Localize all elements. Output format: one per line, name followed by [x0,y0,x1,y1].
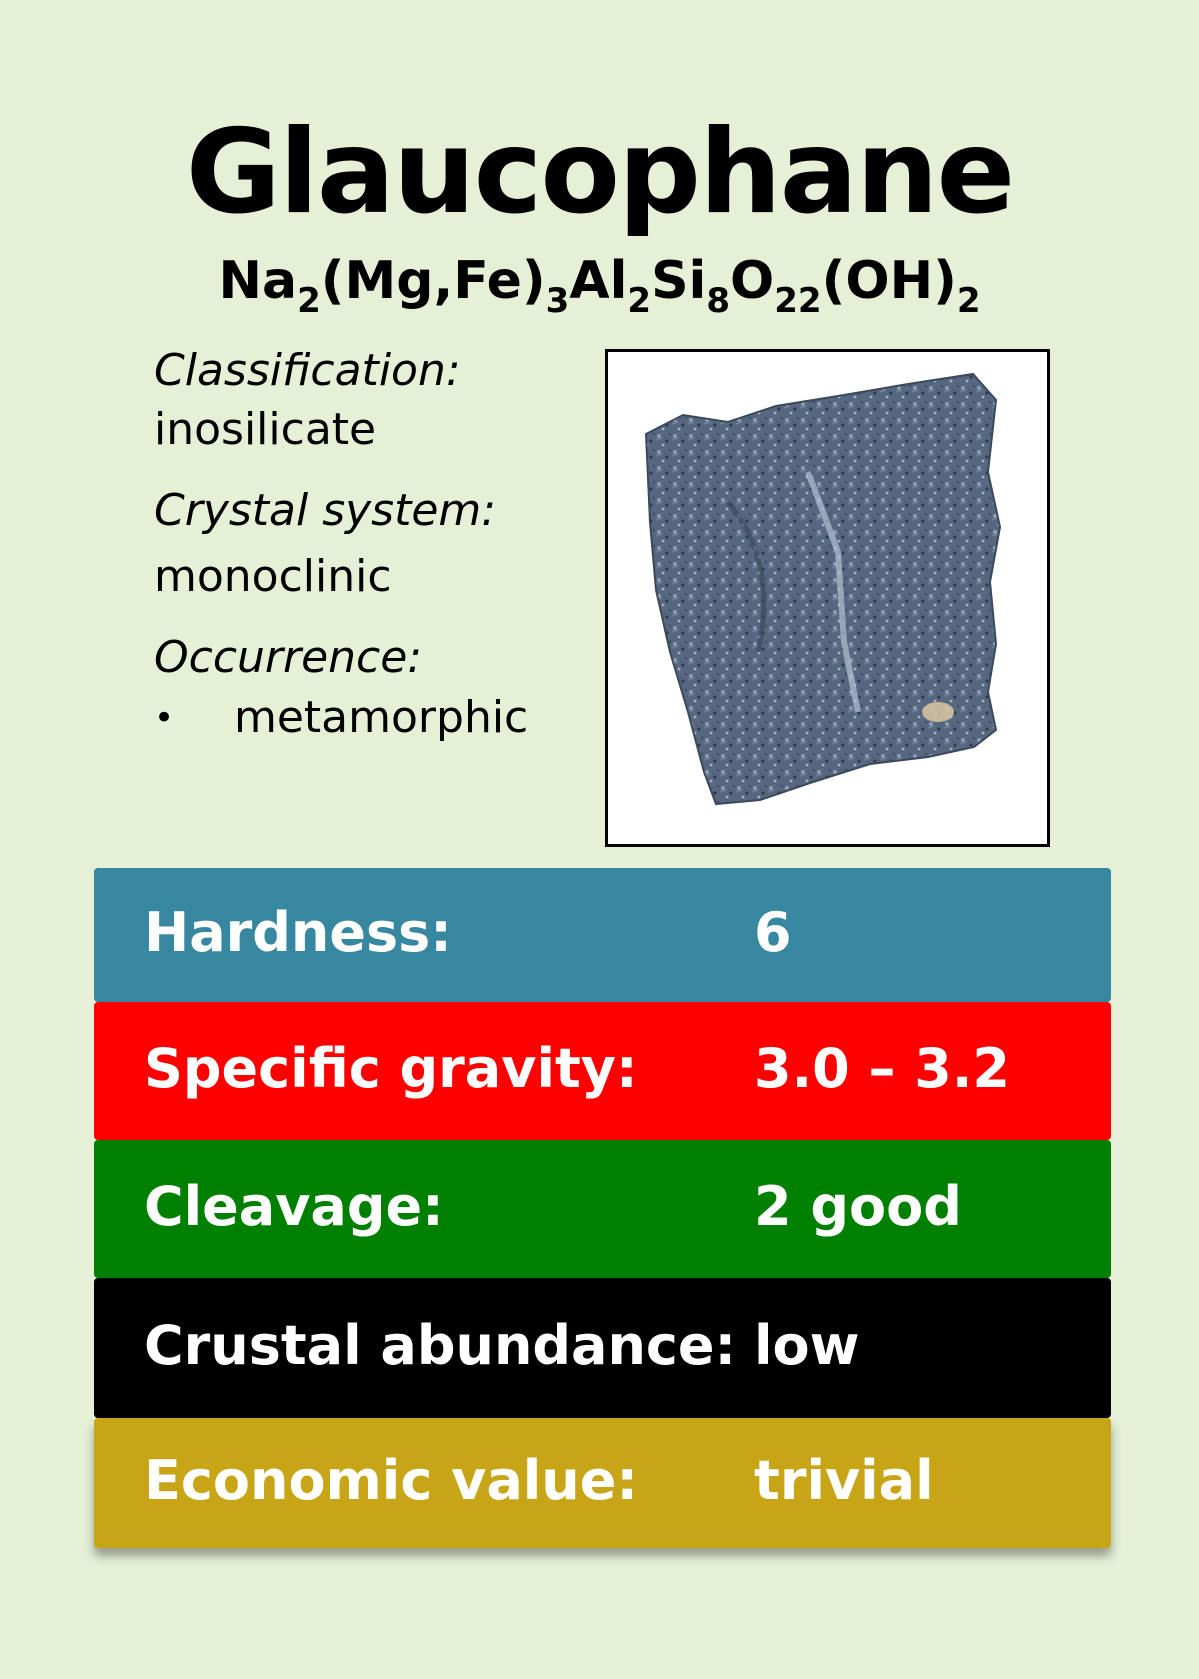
occurrence-item: metamorphic [234,692,529,743]
property-label: Economic value: [144,1448,638,1512]
property-value: 6 [754,900,792,964]
property-label: Cleavage: [144,1174,444,1238]
property-label: Hardness: [144,900,452,964]
mineral-photo [605,349,1050,847]
formula-part: (Mg,Fe) [320,251,546,311]
formula-subscript: 2 [956,281,981,321]
formula-subscript: 22 [774,281,822,321]
property-value: 3.0 – 3.2 [754,1036,1010,1100]
property-value: 2 good [754,1174,962,1238]
bullet-icon: • [154,698,175,738]
property-label: Crustal abundance: [144,1313,737,1377]
chemical-formula: Na2(Mg,Fe)3Al2Si8O22(OH)2 [0,255,1199,318]
formula-subscript: 2 [297,281,321,321]
rock-specimen-image [644,372,1002,806]
property-row: Specific gravity: 3.0 – 3.2 [94,1002,1111,1140]
formula-subscript: 3 [545,281,570,321]
crystal-system-label: Crystal system: [154,485,497,536]
property-row: Cleavage: 2 good [94,1140,1111,1278]
crystal-system-value: monoclinic [154,551,392,602]
formula-part: (OH) [821,251,957,311]
occurrence-label: Occurrence: [154,632,423,683]
formula-part: Na [218,251,298,311]
property-row: Economic value: trivial [94,1418,1111,1548]
formula-subscript: 8 [706,281,731,321]
formula-part: O [730,251,775,311]
classification-label: Classification: [154,345,461,396]
property-value: trivial [754,1448,934,1512]
property-row: Crustal abundance: low [94,1278,1111,1418]
formula-subscript: 2 [627,281,652,321]
property-label: Specific gravity: [144,1036,638,1100]
formula-part: Al [569,251,628,311]
property-row: Hardness: 6 [94,868,1111,1002]
classification-value: inosilicate [154,404,377,455]
mineral-name: Glaucophane [185,105,1015,240]
formula-part: Si [651,251,707,311]
property-value: low [754,1313,860,1377]
